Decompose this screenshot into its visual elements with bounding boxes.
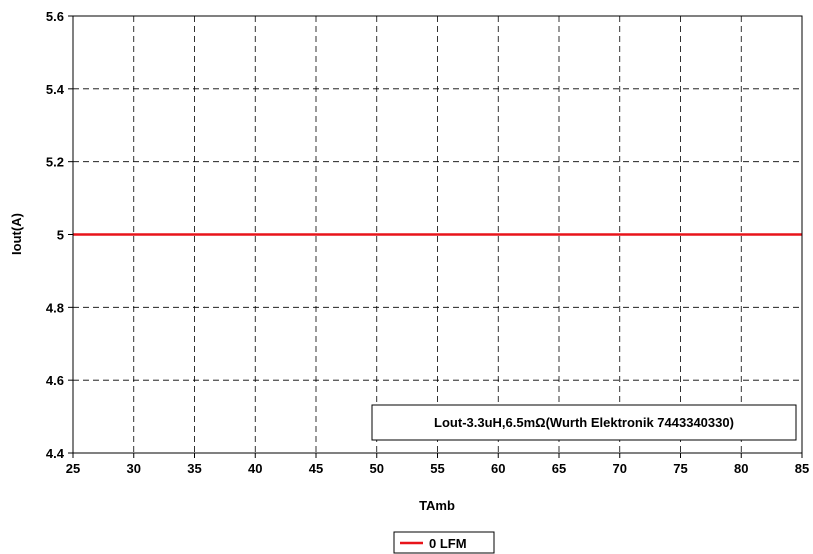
y-axis-ticks: 4.4 4.6 4.8 5 5.2 5.4 5.6: [46, 9, 73, 461]
x-axis-title: TAmb: [419, 498, 455, 513]
x-tick-label: 45: [309, 461, 323, 476]
x-axis-ticks: 25 30 35 40 45 50 55 60 65 70 75 80 85: [66, 453, 809, 476]
x-tick-label: 70: [613, 461, 627, 476]
legend: 0 LFM: [393, 531, 495, 554]
x-tick-label: 40: [248, 461, 262, 476]
legend-frame: [393, 531, 495, 554]
x-tick-label: 50: [370, 461, 384, 476]
x-tick-label: 35: [187, 461, 201, 476]
y-axis-title: Iout(A): [9, 213, 24, 255]
x-tick-label: 55: [430, 461, 444, 476]
y-tick-label: 4.8: [46, 300, 64, 315]
y-tick-label: 5: [57, 228, 64, 243]
y-tick-label: 5.6: [46, 9, 64, 24]
annotation-box: Lout-3.3uH,6.5mΩ(Wurth Elektronik 744334…: [371, 404, 797, 441]
x-tick-label: 75: [673, 461, 687, 476]
legend-label-0: 0 LFM: [429, 536, 467, 551]
x-tick-label: 30: [127, 461, 141, 476]
annotation-frame: [371, 404, 797, 441]
y-tick-label: 4.4: [46, 446, 65, 461]
x-tick-label: 85: [795, 461, 809, 476]
y-tick-label: 4.6: [46, 373, 64, 388]
annotation-text: Lout-3.3uH,6.5mΩ(Wurth Elektronik 744334…: [434, 415, 734, 430]
y-tick-label: 5.2: [46, 155, 64, 170]
x-tick-label: 25: [66, 461, 80, 476]
x-tick-label: 65: [552, 461, 566, 476]
x-tick-label: 60: [491, 461, 505, 476]
series-layer: [72, 233, 803, 236]
x-tick-label: 80: [734, 461, 748, 476]
y-tick-label: 5.4: [46, 82, 65, 97]
